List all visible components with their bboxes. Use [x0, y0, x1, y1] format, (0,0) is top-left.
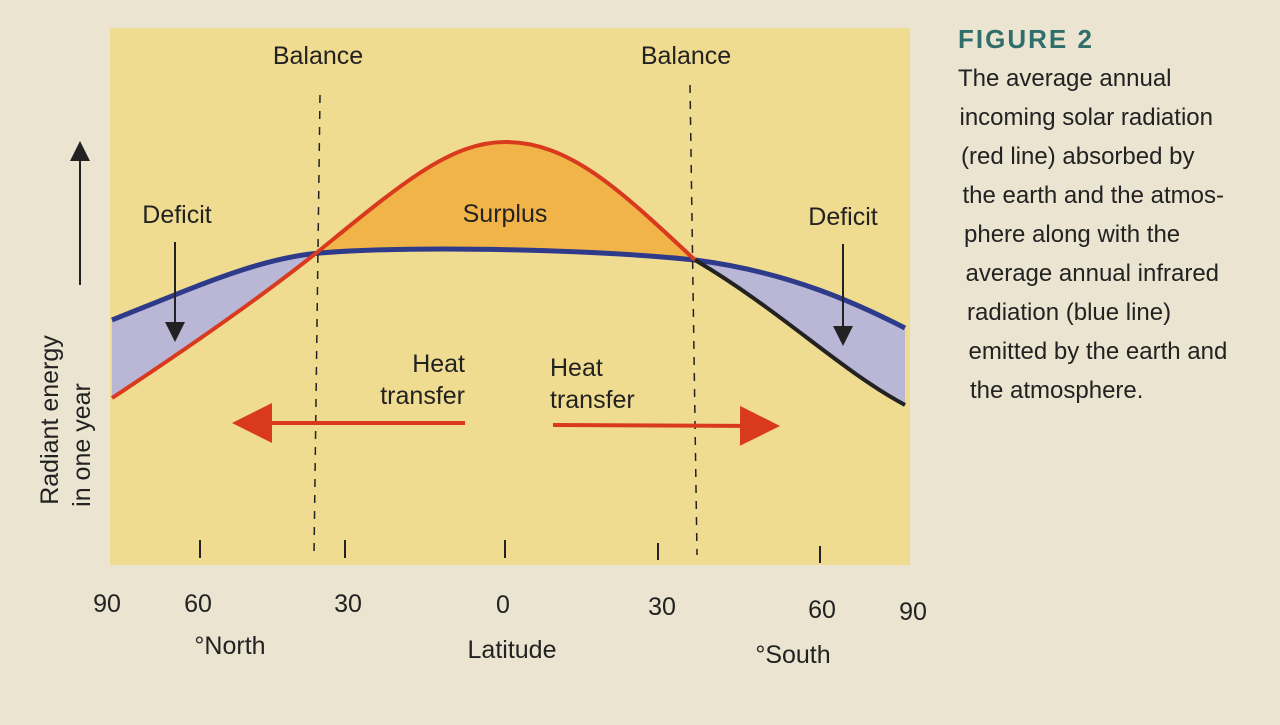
balance-label: Balance — [273, 42, 363, 70]
x-tick-label: 90 — [899, 598, 927, 626]
caption-line: emitted by the earth and — [969, 338, 1228, 365]
surplus-label: Surplus — [463, 200, 548, 228]
x-ticks — [199, 540, 821, 563]
solar-curve — [110, 139, 697, 400]
y-axis-label: in one year — [68, 383, 96, 507]
x-axis-label: Latitude — [468, 636, 557, 664]
caption-line: The average annual — [958, 65, 1172, 92]
x-axis-label: °South — [755, 641, 830, 669]
heat-label: Heat — [412, 350, 465, 378]
deficit-label: Deficit — [142, 201, 212, 229]
balance-line — [689, 84, 698, 556]
caption-line: (red line) absorbed by — [961, 143, 1194, 170]
heat-label: transfer — [380, 382, 465, 410]
deficit-label: Deficit — [808, 203, 878, 231]
surplus-area — [320, 142, 695, 260]
x-tick-label: 0 — [496, 591, 510, 619]
x-axis-label: °North — [194, 632, 265, 660]
heat-label: Heat — [550, 354, 603, 382]
heat-arrow — [552, 405, 780, 446]
caption-line: phere along with the — [964, 221, 1180, 248]
deficit-area — [695, 260, 905, 405]
x-tick-label: 60 — [808, 596, 836, 624]
balance-line — [313, 94, 321, 556]
x-tick-label: 30 — [334, 590, 362, 618]
caption-line: radiation (blue line) — [967, 299, 1171, 326]
caption-line: the atmosphere. — [970, 377, 1143, 404]
x-tick-label: 30 — [648, 593, 676, 621]
caption-line: the earth and the atmos- — [963, 182, 1225, 209]
solar-curve — [693, 258, 906, 407]
x-tick-label: 60 — [184, 590, 212, 618]
figure-label: FIGURE 2 — [958, 24, 1094, 54]
caption-line: average annual infrared — [966, 260, 1220, 287]
caption: The average annual incoming solar radiati… — [958, 65, 1227, 404]
balance-label: Balance — [641, 42, 731, 70]
y-axis-label: Radiant energy — [36, 335, 64, 505]
heat-label: transfer — [550, 386, 635, 414]
x-tick-label: 90 — [93, 590, 121, 618]
infrared-curve — [111, 246, 907, 331]
caption-line: incoming solar radiation — [960, 104, 1213, 131]
